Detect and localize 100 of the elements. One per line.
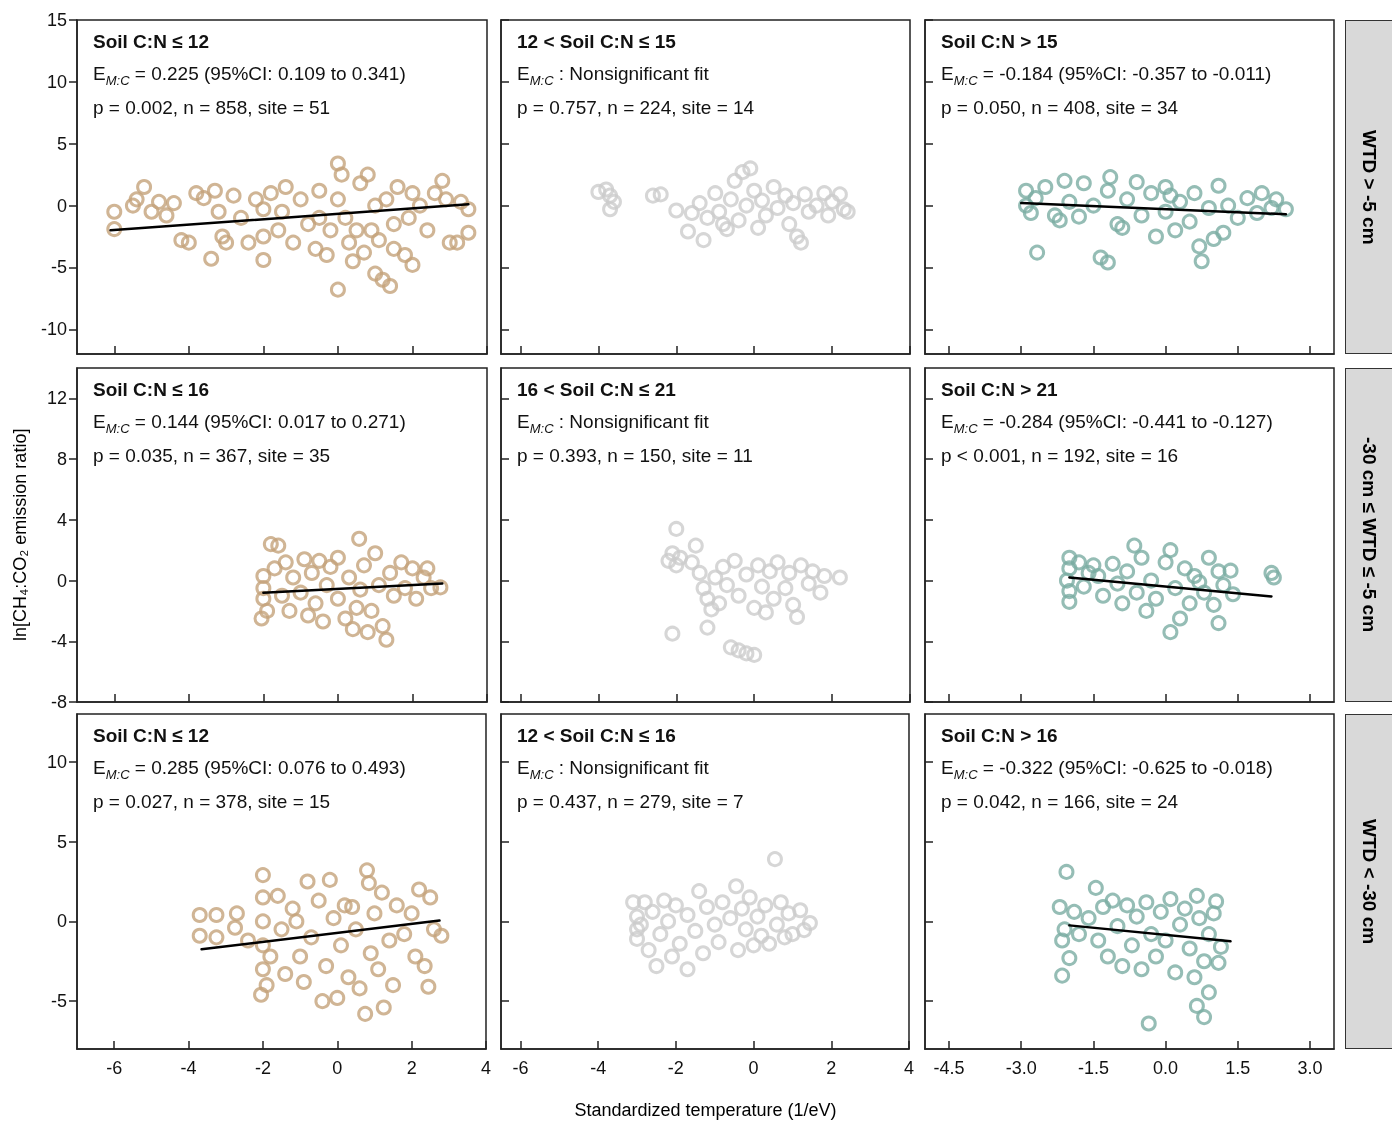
point: [1263, 564, 1280, 581]
point: [753, 927, 770, 944]
point: [329, 989, 346, 1006]
point: [1070, 208, 1087, 225]
point: [698, 899, 715, 916]
point: [1200, 984, 1217, 1001]
point: [730, 642, 747, 659]
point: [254, 961, 271, 978]
point: [253, 610, 270, 627]
point: [254, 867, 271, 884]
point: [322, 558, 339, 575]
point: [602, 187, 619, 204]
point: [1268, 191, 1285, 208]
point: [1205, 905, 1222, 922]
point: [1099, 948, 1116, 965]
point: [1181, 213, 1198, 230]
point: [1222, 562, 1239, 579]
x-tick-label: 4: [480, 1058, 491, 1078]
annotation: E$_{M:C}$ = 0.285 (95%CI: 0.076 to 0.493): [93, 756, 406, 784]
text: 16 < Soil C:N ≤ 21: [517, 378, 676, 402]
point: [707, 569, 724, 586]
point: [777, 187, 794, 204]
point: [344, 621, 361, 638]
y-tick-label: 15: [46, 10, 67, 30]
x-tick-label: -3.0: [1005, 1058, 1037, 1078]
point: [745, 937, 762, 954]
y-tick-label: 10: [46, 751, 67, 772]
y-tick-label: -10: [40, 319, 67, 340]
annotation: p < 0.001, n = 192, site = 16: [941, 444, 1179, 468]
point: [359, 862, 376, 879]
annotation: p = 0.002, n = 858, site = 51: [93, 96, 331, 120]
point: [726, 172, 743, 189]
annotation: E$_{M:C}$ : Nonsignificant fit: [517, 410, 709, 438]
point: [303, 564, 320, 581]
point: [816, 185, 833, 202]
x-tick-label: -6: [106, 1058, 123, 1078]
point: [1099, 182, 1116, 199]
point: [1056, 921, 1073, 938]
point: [1215, 224, 1232, 241]
x-tick-label: 3.0: [1297, 1058, 1323, 1078]
x-tick-label: -1.5: [1077, 1058, 1109, 1078]
point: [703, 601, 720, 618]
point: [1162, 187, 1179, 204]
point: [1208, 893, 1225, 910]
point: [228, 905, 245, 922]
point: [785, 195, 802, 212]
point: [738, 566, 755, 583]
point: [191, 927, 208, 944]
point: [1022, 204, 1039, 221]
point: [761, 563, 778, 580]
annotation: p = 0.035, n = 367, site = 35: [93, 444, 331, 468]
point: [761, 935, 778, 952]
point: [1157, 554, 1174, 571]
x-tick-label: 0: [332, 1058, 343, 1078]
point: [671, 935, 688, 952]
point: [750, 557, 767, 574]
point: [1075, 175, 1092, 192]
point: [1239, 190, 1256, 207]
point: [707, 185, 724, 202]
point: [333, 937, 349, 954]
point: [1188, 887, 1205, 904]
point: [208, 929, 225, 946]
point: [1210, 563, 1227, 580]
point: [757, 207, 774, 224]
point: [288, 913, 305, 930]
point: [1070, 926, 1087, 943]
point: [1147, 590, 1164, 607]
point: [1186, 969, 1203, 986]
point: [1147, 948, 1164, 965]
point: [1061, 560, 1078, 577]
point: [1054, 932, 1071, 949]
text: Soil C:N ≤ 12: [93, 724, 210, 748]
annotation: E$_{M:C}$ = 0.225 (95%CI: 0.109 to 0.341): [93, 62, 406, 90]
annotation: p = 0.027, n = 378, site = 15: [93, 790, 331, 814]
point: [785, 596, 802, 613]
point: [1200, 549, 1217, 566]
point: [296, 551, 313, 568]
point: [1162, 891, 1179, 908]
point: [258, 977, 275, 994]
point: [407, 948, 424, 965]
x-tick-label: -4: [590, 1058, 607, 1078]
point: [722, 910, 739, 927]
point: [714, 894, 731, 911]
point: [1080, 910, 1097, 927]
point: [299, 873, 316, 890]
point: [292, 948, 309, 965]
point: [1167, 222, 1184, 239]
point: [667, 897, 684, 914]
point: [602, 201, 619, 218]
point: [730, 587, 747, 604]
point: [711, 595, 728, 612]
point: [385, 977, 402, 994]
point: [375, 999, 392, 1016]
y-tick-label: 0: [56, 195, 67, 216]
y-tick-label: 5: [56, 133, 67, 154]
annotation: p = 0.042, n = 166, site = 24: [941, 790, 1179, 814]
point: [800, 203, 817, 220]
point: [254, 913, 271, 930]
point: [749, 908, 766, 925]
point: [277, 966, 294, 983]
